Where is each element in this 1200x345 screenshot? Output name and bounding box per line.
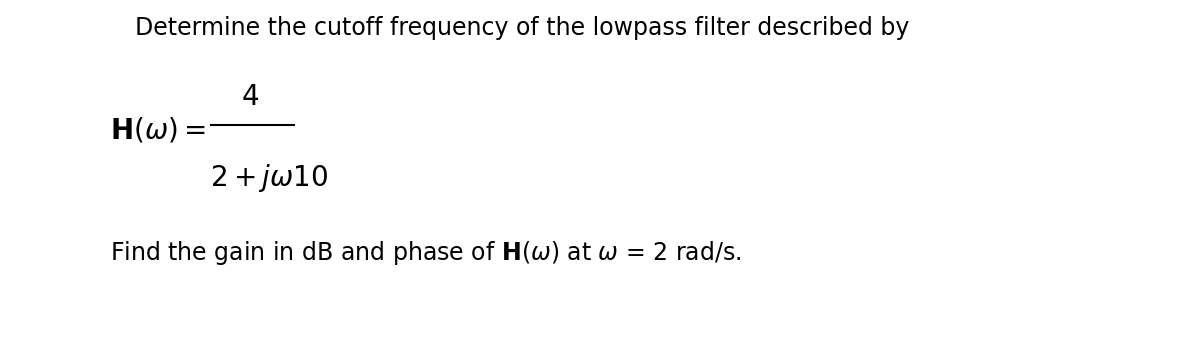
Text: $\mathbf{H}(\omega) = $: $\mathbf{H}(\omega) = $ — [110, 116, 206, 145]
Text: 4: 4 — [241, 83, 259, 111]
Text: Determine the cutoff frequency of the lowpass filter described by: Determine the cutoff frequency of the lo… — [134, 16, 910, 40]
Text: $2+j\omega 10$: $2+j\omega 10$ — [210, 162, 328, 194]
Text: Find the gain in dB and phase of $\mathbf{H}(\omega)$ at $\omega$ = 2 rad/s.: Find the gain in dB and phase of $\mathb… — [110, 239, 742, 267]
